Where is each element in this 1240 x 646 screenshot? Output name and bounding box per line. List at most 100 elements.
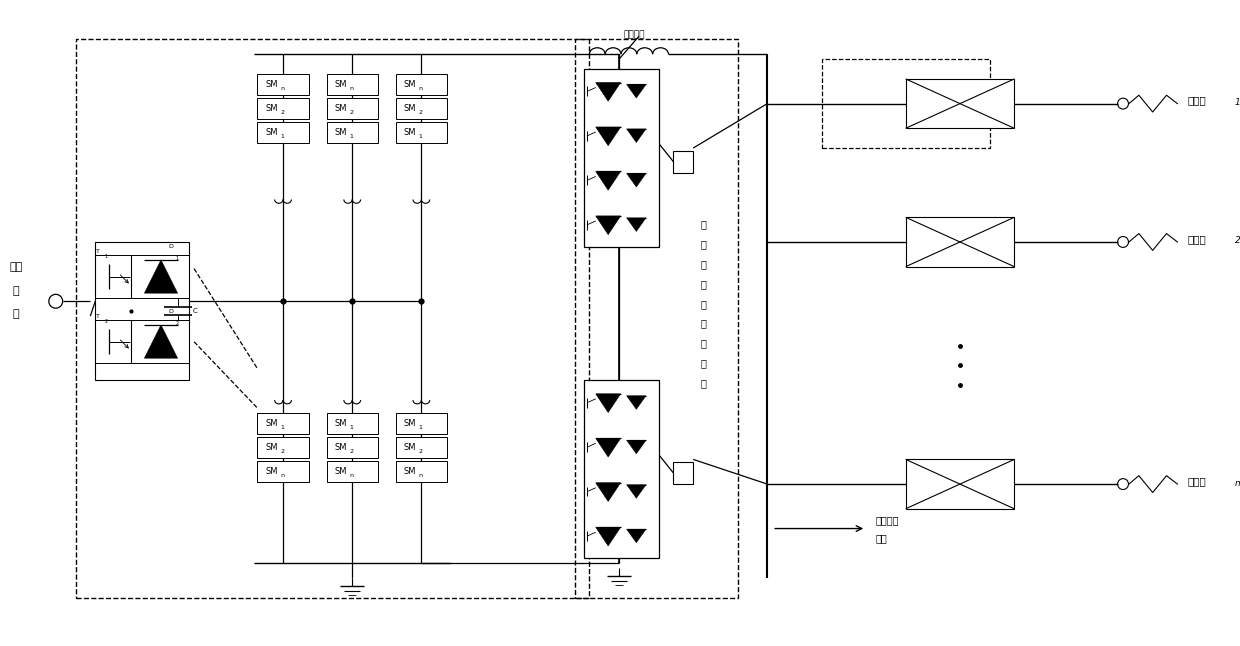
- Bar: [905, 459, 1014, 509]
- Text: 直流线: 直流线: [1187, 234, 1207, 244]
- Text: SM: SM: [265, 467, 278, 476]
- Polygon shape: [595, 216, 620, 234]
- Text: SM: SM: [265, 419, 278, 428]
- Text: 2: 2: [350, 110, 353, 115]
- Text: SM: SM: [265, 104, 278, 113]
- Text: 1: 1: [280, 425, 284, 430]
- Polygon shape: [626, 218, 646, 231]
- Polygon shape: [595, 483, 620, 501]
- Text: m: m: [1235, 479, 1240, 488]
- Polygon shape: [626, 396, 646, 410]
- Text: SM: SM: [335, 443, 347, 452]
- Bar: [326, 413, 378, 433]
- Text: 短: 短: [701, 259, 706, 269]
- Text: C: C: [193, 308, 197, 314]
- Bar: [584, 380, 658, 558]
- Bar: [258, 98, 309, 119]
- Text: SM: SM: [404, 419, 417, 428]
- Text: 2: 2: [104, 319, 108, 324]
- Text: 2: 2: [418, 449, 423, 454]
- Text: n: n: [280, 473, 284, 478]
- Text: SM: SM: [335, 129, 347, 137]
- Text: 2: 2: [350, 449, 353, 454]
- Text: 网: 网: [12, 309, 20, 319]
- Text: n: n: [418, 86, 423, 91]
- Bar: [326, 437, 378, 458]
- Text: D: D: [169, 309, 174, 314]
- Polygon shape: [595, 171, 620, 190]
- Text: SM: SM: [335, 467, 347, 476]
- Text: 式: 式: [701, 298, 706, 309]
- Text: SM: SM: [335, 104, 347, 113]
- Text: SM: SM: [335, 80, 347, 89]
- Text: SM: SM: [265, 443, 278, 452]
- Text: 1: 1: [175, 256, 179, 261]
- Text: 断: 断: [701, 318, 706, 329]
- Text: 1: 1: [104, 255, 108, 259]
- Polygon shape: [595, 127, 620, 146]
- Text: 故障断流: 故障断流: [875, 516, 899, 526]
- Bar: [258, 122, 309, 143]
- Polygon shape: [144, 260, 177, 293]
- Bar: [95, 242, 190, 380]
- Bar: [905, 79, 1014, 129]
- Text: 流: 流: [701, 339, 706, 348]
- Polygon shape: [626, 529, 646, 543]
- Text: 路: 路: [701, 279, 706, 289]
- Text: 支路: 支路: [875, 534, 888, 543]
- Bar: [76, 39, 589, 598]
- Bar: [396, 437, 448, 458]
- Polygon shape: [144, 325, 177, 358]
- Text: 关: 关: [701, 378, 706, 388]
- Text: SM: SM: [404, 80, 417, 89]
- Polygon shape: [595, 394, 620, 413]
- Text: 直流线: 直流线: [1187, 96, 1207, 106]
- Text: 2: 2: [175, 321, 179, 326]
- Text: SM: SM: [265, 129, 278, 137]
- Text: 2: 2: [418, 110, 423, 115]
- Polygon shape: [626, 85, 646, 98]
- Bar: [326, 98, 378, 119]
- Text: SM: SM: [404, 443, 417, 452]
- Text: 1: 1: [280, 134, 284, 140]
- Text: T: T: [97, 314, 100, 319]
- Text: 动: 动: [701, 240, 706, 249]
- Text: 隔离开关: 隔离开关: [624, 30, 646, 39]
- Polygon shape: [626, 129, 646, 143]
- Bar: [673, 151, 693, 172]
- Text: n: n: [418, 473, 423, 478]
- Text: 2: 2: [1235, 236, 1240, 245]
- Polygon shape: [626, 440, 646, 454]
- Bar: [822, 59, 990, 148]
- Text: SM: SM: [335, 419, 347, 428]
- Text: 2: 2: [280, 449, 284, 454]
- Text: SM: SM: [404, 129, 417, 137]
- Text: SM: SM: [404, 467, 417, 476]
- Bar: [326, 461, 378, 482]
- Bar: [905, 217, 1014, 267]
- Text: 主: 主: [701, 220, 706, 230]
- Text: 1: 1: [418, 425, 423, 430]
- Text: SM: SM: [265, 80, 278, 89]
- Text: n: n: [350, 473, 353, 478]
- Bar: [396, 122, 448, 143]
- Text: n: n: [280, 86, 284, 91]
- Bar: [396, 98, 448, 119]
- Bar: [574, 39, 738, 598]
- Polygon shape: [595, 83, 620, 101]
- Bar: [326, 74, 378, 95]
- Bar: [396, 74, 448, 95]
- Text: 交流: 交流: [10, 262, 22, 272]
- Bar: [326, 122, 378, 143]
- Text: SM: SM: [404, 104, 417, 113]
- Polygon shape: [595, 438, 620, 457]
- Bar: [396, 461, 448, 482]
- Polygon shape: [626, 484, 646, 498]
- Bar: [673, 463, 693, 484]
- Text: 开: 开: [701, 358, 706, 368]
- Text: 1: 1: [418, 134, 423, 140]
- Text: 电: 电: [12, 286, 20, 297]
- Polygon shape: [595, 527, 620, 546]
- Text: n: n: [350, 86, 353, 91]
- Text: 2: 2: [280, 110, 284, 115]
